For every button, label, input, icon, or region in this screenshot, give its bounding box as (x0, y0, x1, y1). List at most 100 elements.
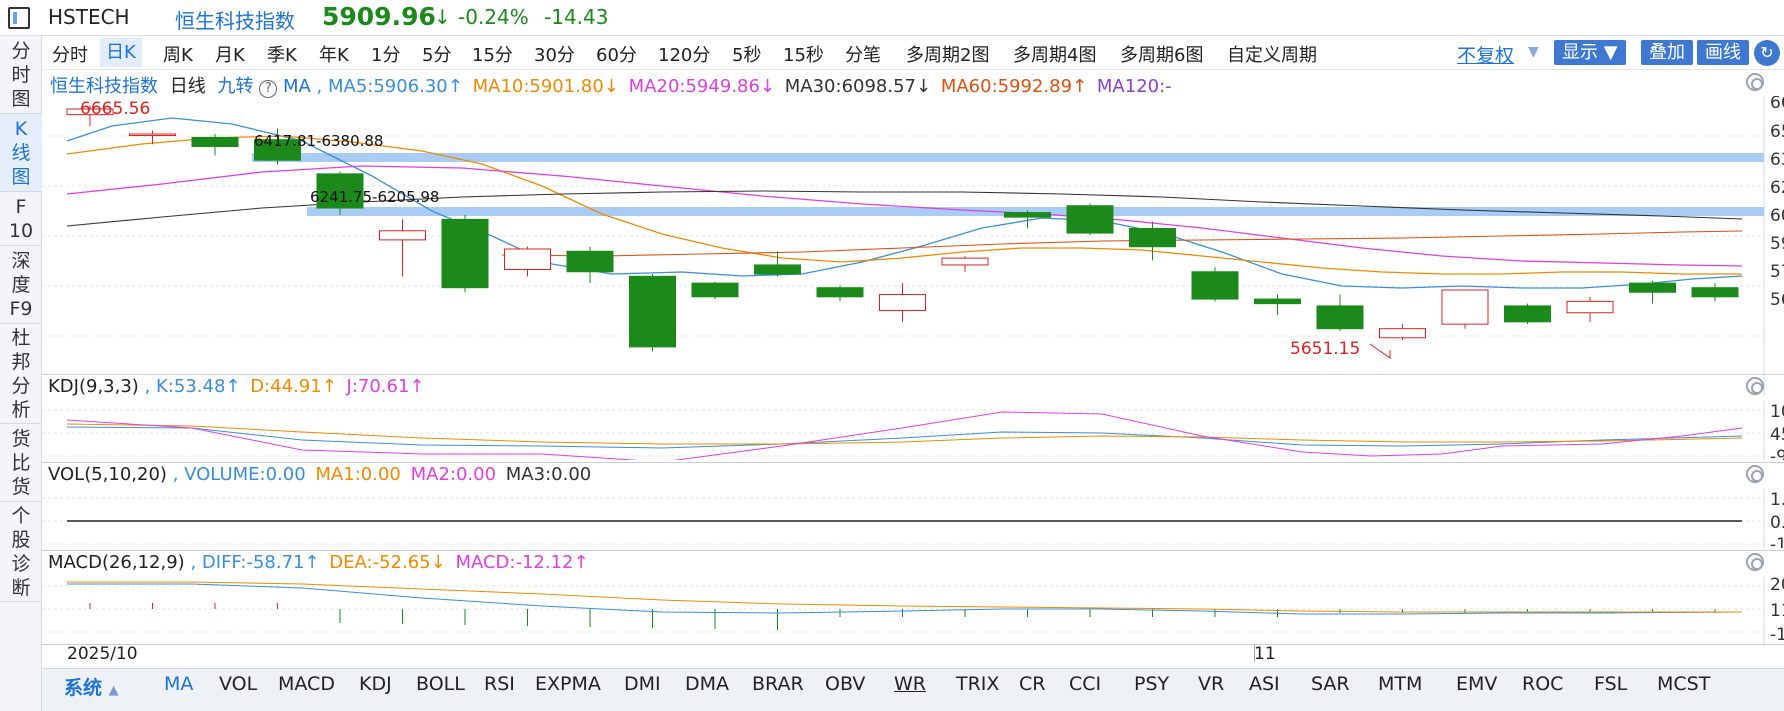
candle-body[interactable] (1316, 305, 1364, 330)
candle-body[interactable] (754, 264, 801, 275)
period-quarterly[interactable]: 季K (267, 45, 297, 66)
refresh-icon[interactable]: ↻ (1754, 40, 1780, 66)
candle-body[interactable] (1129, 228, 1176, 248)
window-icon[interactable] (8, 7, 30, 29)
candle-body[interactable] (1004, 212, 1051, 218)
period-weekly[interactable]: 周K (163, 45, 193, 66)
candle-body[interactable] (254, 139, 301, 161)
tab-obv[interactable]: OBV (825, 673, 866, 695)
tab-macd[interactable]: MACD (278, 673, 335, 695)
tab-intraday[interactable]: 分 时 图 (0, 36, 42, 114)
period-yearly[interactable]: 年K (319, 45, 349, 66)
tab-cr[interactable]: CR (1019, 673, 1046, 695)
multi-period-4[interactable]: 多周期4图 (1013, 45, 1097, 66)
tab-psy[interactable]: PSY (1134, 673, 1170, 695)
multi-period-2[interactable]: 多周期2图 (906, 45, 990, 66)
candle-body[interactable] (1629, 282, 1676, 293)
tab-diagnosis[interactable]: 个 股 诊 断 (0, 502, 42, 602)
draw-button[interactable]: 画线 (1697, 40, 1749, 65)
chevron-down-icon[interactable]: ▼ (1528, 44, 1539, 60)
candle-body[interactable] (691, 282, 739, 298)
candle-body[interactable] (1441, 289, 1489, 325)
tab-rsi[interactable]: RSI (484, 673, 515, 695)
period-15sec[interactable]: 15秒 (783, 45, 824, 66)
vol-label[interactable]: VOL(5,10,20) (48, 464, 167, 485)
candle-body[interactable] (941, 257, 989, 266)
period-intraday[interactable]: 分时 (52, 45, 88, 66)
period-120min[interactable]: 120分 (658, 45, 711, 66)
tab-ma[interactable]: MA (164, 673, 194, 695)
adjust-select[interactable]: 不复权 (1457, 45, 1515, 67)
period-1min[interactable]: 1分 (371, 45, 401, 66)
tab-system[interactable]: 系统 ▲ (64, 673, 119, 700)
tab-compare[interactable]: 货 比 货 (0, 424, 42, 502)
tab-f10[interactable]: F 10 (0, 192, 42, 246)
period-5min[interactable]: 5分 (422, 45, 452, 66)
tab-dupont[interactable]: 杜 邦 分 析 (0, 324, 42, 424)
candle-body[interactable] (191, 136, 239, 148)
tab-mtm[interactable]: MTM (1378, 673, 1423, 695)
candle-body[interactable] (504, 248, 551, 270)
symbol-name[interactable]: 恒生科技指数 (175, 9, 295, 33)
kdj-settings-gear-icon[interactable] (1746, 377, 1764, 395)
period-daily[interactable]: 日K (100, 38, 142, 67)
vol-chart[interactable]: 1. 0. -1 (42, 488, 1784, 548)
jiuzhuan-toggle[interactable]: 九转 (217, 76, 254, 97)
period-15min[interactable]: 15分 (472, 45, 513, 66)
tab-kline[interactable]: K 线 图 (0, 114, 42, 192)
candle-body[interactable] (66, 108, 114, 116)
macd-chart[interactable]: 20 11 -1 (42, 576, 1784, 646)
tab-cci[interactable]: CCI (1069, 673, 1102, 695)
period-5sec[interactable]: 5秒 (732, 45, 762, 66)
kdj-chart[interactable]: 10 45 -9 (42, 400, 1784, 460)
tab-depth-f9[interactable]: 深 度 F9 (0, 246, 42, 324)
overlay-button[interactable]: 叠加 (1641, 40, 1693, 65)
candle-body[interactable] (879, 294, 926, 311)
period-tick[interactable]: 分笔 (845, 45, 881, 66)
tab-expma[interactable]: EXPMA (535, 673, 601, 695)
tab-boll[interactable]: BOLL (416, 673, 465, 695)
candle-body[interactable] (129, 133, 176, 137)
candle-body[interactable] (1504, 305, 1551, 323)
tab-kdj[interactable]: KDJ (359, 673, 392, 695)
candle-body[interactable] (629, 275, 676, 348)
candle-body[interactable] (441, 218, 489, 289)
tab-brar[interactable]: BRAR (752, 673, 804, 695)
candle-body[interactable] (1191, 271, 1239, 300)
tab-emv[interactable]: EMV (1456, 673, 1498, 695)
candle-body[interactable] (1254, 298, 1301, 305)
tab-vol[interactable]: VOL (219, 673, 258, 695)
candle-body[interactable] (1691, 287, 1739, 298)
custom-period[interactable]: 自定义周期 (1227, 45, 1317, 66)
tab-fsl[interactable]: FSL (1594, 673, 1628, 695)
candle-body[interactable] (566, 250, 614, 273)
macd-label[interactable]: MACD(26,12,9) (48, 552, 185, 573)
tab-mcst[interactable]: MCST (1657, 673, 1711, 695)
kline-settings-gear-icon[interactable] (1746, 73, 1764, 91)
tab-dma[interactable]: DMA (685, 673, 730, 695)
candle-body[interactable] (1066, 205, 1114, 234)
period-60min[interactable]: 60分 (596, 45, 637, 66)
candle-body[interactable] (816, 287, 864, 298)
ma-label[interactable]: MA (282, 76, 311, 97)
kline-chart[interactable]: 6665.56 6417.81-6380.88 6241.75-6205.98 … (42, 96, 1784, 396)
vol-settings-gear-icon[interactable] (1746, 465, 1764, 483)
kdj-label[interactable]: KDJ(9,3,3) (48, 376, 139, 397)
tab-vr[interactable]: VR (1198, 673, 1225, 695)
candle-body[interactable] (316, 173, 364, 209)
candle-body[interactable] (1379, 328, 1426, 339)
candle-body[interactable] (379, 230, 426, 241)
period-30min[interactable]: 30分 (534, 45, 575, 66)
tab-trix[interactable]: TRIX (956, 673, 1000, 695)
tab-dmi[interactable]: DMI (624, 673, 661, 695)
tab-sar[interactable]: SAR (1311, 673, 1350, 695)
macd-settings-gear-icon[interactable] (1746, 553, 1764, 571)
period-monthly[interactable]: 月K (215, 45, 245, 66)
tab-wr[interactable]: WR (894, 673, 926, 695)
ma10-line (66, 135, 1742, 275)
display-button[interactable]: 显示 ▼ (1554, 40, 1626, 65)
tab-asi[interactable]: ASI (1249, 673, 1280, 695)
multi-period-6[interactable]: 多周期6图 (1120, 45, 1204, 66)
candle-body[interactable] (1566, 300, 1614, 314)
tab-roc[interactable]: ROC (1522, 673, 1564, 695)
